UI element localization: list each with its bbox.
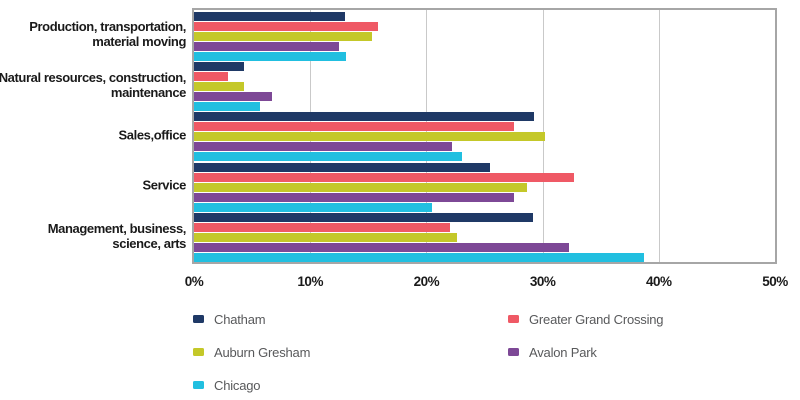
category-label: Natural resources, construction, mainten…	[0, 69, 186, 100]
bar-avalon-park	[194, 41, 340, 51]
bar-greater-grand-crossing	[194, 122, 514, 132]
bar-avalon-park	[194, 192, 514, 202]
bar-group	[194, 162, 574, 212]
x-tick-label: 10%	[297, 274, 323, 289]
x-tick-label: 30%	[529, 274, 556, 289]
bar-auburn-gresham	[194, 132, 545, 142]
bar-chicago	[194, 51, 347, 61]
category-label: Production, transportation, material mov…	[29, 19, 186, 50]
bar-auburn-gresham	[194, 81, 244, 91]
bar-chatham	[194, 213, 534, 223]
bar-chicago	[194, 202, 433, 212]
category-label: Management, business, science, arts	[47, 220, 187, 251]
bar-group	[194, 112, 545, 162]
bar-group	[194, 61, 272, 111]
bar-chatham	[194, 162, 491, 172]
bar-chatham	[194, 112, 535, 122]
bar-chicago	[194, 253, 644, 263]
x-tick-label: 0%	[184, 274, 204, 289]
legend-label: Chatham	[214, 311, 266, 327]
bar-avalon-park	[194, 243, 570, 253]
legend-label: Chicago	[214, 377, 261, 393]
bar-greater-grand-crossing	[194, 172, 574, 182]
legend-swatch-icon	[193, 348, 204, 356]
legend-item-auburn-gresham: Auburn Gresham	[193, 344, 311, 360]
legend-label: Auburn Gresham	[214, 344, 311, 360]
bar-chicago	[194, 101, 261, 111]
gridline-40%	[658, 10, 660, 262]
bar-avalon-park	[194, 91, 272, 101]
plot-area	[192, 8, 777, 264]
bar-group	[194, 213, 644, 263]
legend-item-greater-grand-crossing: Greater Grand Crossing	[508, 311, 664, 327]
legend-swatch-icon	[508, 348, 519, 356]
legend-item-chicago: Chicago	[193, 377, 261, 393]
bar-auburn-gresham	[194, 182, 528, 192]
legend-swatch-icon	[193, 381, 204, 389]
category-label: Sales,office	[118, 127, 187, 143]
bar-chicago	[194, 152, 463, 162]
bar-auburn-gresham	[194, 233, 457, 243]
bar-greater-grand-crossing	[194, 223, 450, 233]
bar-auburn-gresham	[194, 31, 372, 41]
bar-chatham	[194, 11, 346, 21]
bar-greater-grand-crossing	[194, 71, 228, 81]
x-tick-label: 50%	[762, 274, 788, 289]
bar-avalon-park	[194, 142, 452, 152]
x-tick-label: 40%	[646, 274, 672, 289]
bar-group	[194, 11, 378, 61]
legend-label: Greater Grand Crossing	[529, 311, 664, 327]
legend-item-chatham: Chatham	[193, 311, 266, 327]
bar-greater-grand-crossing	[194, 21, 378, 31]
legend-label: Avalon Park	[529, 344, 597, 360]
legend-item-avalon-park: Avalon Park	[508, 344, 597, 360]
category-label: Service	[142, 177, 187, 193]
bar-chatham	[194, 61, 244, 71]
legend-swatch-icon	[508, 315, 519, 323]
legend-swatch-icon	[193, 315, 204, 323]
x-tick-label: 20%	[413, 274, 440, 289]
